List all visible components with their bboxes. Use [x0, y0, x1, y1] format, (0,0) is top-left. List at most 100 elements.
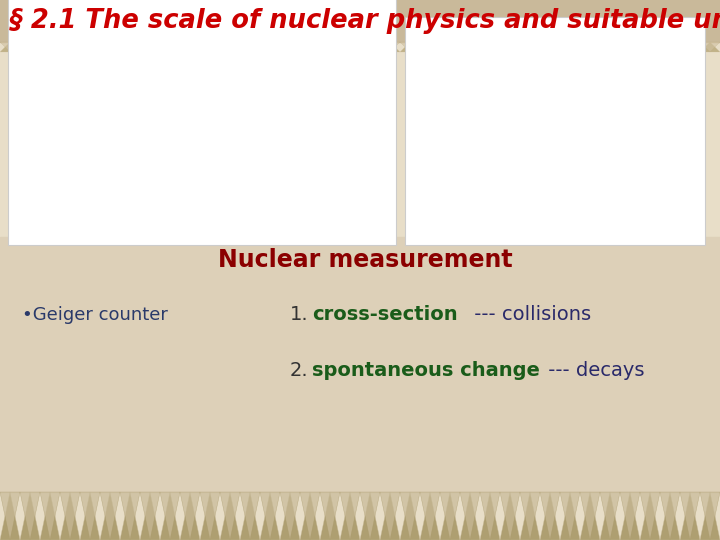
- Polygon shape: [120, 492, 140, 540]
- Polygon shape: [180, 42, 200, 52]
- Polygon shape: [160, 42, 180, 52]
- Polygon shape: [320, 42, 340, 52]
- Polygon shape: [200, 492, 220, 540]
- Polygon shape: [400, 42, 420, 52]
- Polygon shape: [260, 42, 280, 52]
- Polygon shape: [100, 42, 120, 52]
- Polygon shape: [200, 42, 220, 52]
- Polygon shape: [400, 492, 420, 540]
- Polygon shape: [340, 42, 360, 52]
- Polygon shape: [520, 492, 540, 540]
- Polygon shape: [400, 42, 420, 52]
- Polygon shape: [280, 492, 300, 540]
- Polygon shape: [300, 492, 320, 540]
- Polygon shape: [600, 42, 620, 52]
- Text: --- decays: --- decays: [542, 361, 644, 380]
- Bar: [405, 17, 705, 245]
- Polygon shape: [640, 492, 660, 540]
- Polygon shape: [340, 492, 360, 540]
- Polygon shape: [80, 492, 100, 540]
- Polygon shape: [140, 492, 160, 540]
- Polygon shape: [620, 492, 640, 540]
- Polygon shape: [160, 492, 180, 540]
- Polygon shape: [220, 492, 240, 540]
- Polygon shape: [380, 42, 400, 52]
- Polygon shape: [360, 492, 380, 540]
- Polygon shape: [680, 42, 700, 52]
- Polygon shape: [580, 42, 600, 52]
- Polygon shape: [680, 492, 700, 540]
- Polygon shape: [360, 42, 380, 52]
- Polygon shape: [540, 492, 560, 540]
- Polygon shape: [580, 492, 600, 540]
- Polygon shape: [300, 42, 320, 52]
- Text: Nuclear measurement: Nuclear measurement: [217, 248, 513, 272]
- Polygon shape: [340, 42, 360, 52]
- Polygon shape: [360, 492, 380, 540]
- Polygon shape: [320, 42, 340, 52]
- Polygon shape: [660, 492, 680, 540]
- Polygon shape: [480, 42, 500, 52]
- Polygon shape: [260, 492, 280, 540]
- Polygon shape: [380, 492, 400, 540]
- Polygon shape: [500, 492, 520, 540]
- Polygon shape: [240, 42, 260, 52]
- Polygon shape: [140, 492, 160, 540]
- Polygon shape: [660, 492, 680, 540]
- Polygon shape: [100, 492, 120, 540]
- Polygon shape: [640, 42, 660, 52]
- Polygon shape: [420, 42, 440, 52]
- Text: •Geiger counter: •Geiger counter: [22, 306, 168, 324]
- Polygon shape: [180, 492, 200, 540]
- Polygon shape: [200, 42, 220, 52]
- Polygon shape: [80, 42, 100, 52]
- Polygon shape: [40, 492, 60, 540]
- Polygon shape: [300, 42, 320, 52]
- Polygon shape: [500, 42, 520, 52]
- Polygon shape: [220, 42, 240, 52]
- Polygon shape: [240, 42, 260, 52]
- Polygon shape: [280, 492, 300, 540]
- Polygon shape: [160, 42, 180, 52]
- Polygon shape: [100, 492, 120, 540]
- Polygon shape: [620, 42, 640, 52]
- Polygon shape: [240, 492, 260, 540]
- Polygon shape: [240, 492, 260, 540]
- Polygon shape: [540, 42, 560, 52]
- Polygon shape: [20, 492, 40, 540]
- Polygon shape: [40, 42, 60, 52]
- Polygon shape: [440, 492, 460, 540]
- Polygon shape: [700, 492, 720, 540]
- Polygon shape: [440, 42, 460, 52]
- Polygon shape: [80, 42, 100, 52]
- Polygon shape: [60, 492, 80, 540]
- Polygon shape: [260, 492, 280, 540]
- Polygon shape: [440, 42, 460, 52]
- Polygon shape: [60, 492, 80, 540]
- Polygon shape: [600, 42, 620, 52]
- Polygon shape: [60, 42, 80, 52]
- Polygon shape: [640, 492, 660, 540]
- Polygon shape: [480, 492, 500, 540]
- Polygon shape: [680, 492, 700, 540]
- Polygon shape: [200, 492, 220, 540]
- Polygon shape: [220, 492, 240, 540]
- Polygon shape: [360, 42, 380, 52]
- Polygon shape: [700, 42, 720, 52]
- Polygon shape: [140, 42, 160, 52]
- Polygon shape: [560, 42, 580, 52]
- Polygon shape: [0, 42, 20, 52]
- Polygon shape: [0, 492, 20, 540]
- Polygon shape: [280, 42, 300, 52]
- Polygon shape: [660, 42, 680, 52]
- Polygon shape: [280, 42, 300, 52]
- Polygon shape: [100, 42, 120, 52]
- Polygon shape: [620, 42, 640, 52]
- Polygon shape: [80, 492, 100, 540]
- Polygon shape: [320, 492, 340, 540]
- Polygon shape: [680, 42, 700, 52]
- Polygon shape: [700, 42, 720, 52]
- Polygon shape: [580, 492, 600, 540]
- Polygon shape: [380, 492, 400, 540]
- Bar: [8, 0, 396, 245]
